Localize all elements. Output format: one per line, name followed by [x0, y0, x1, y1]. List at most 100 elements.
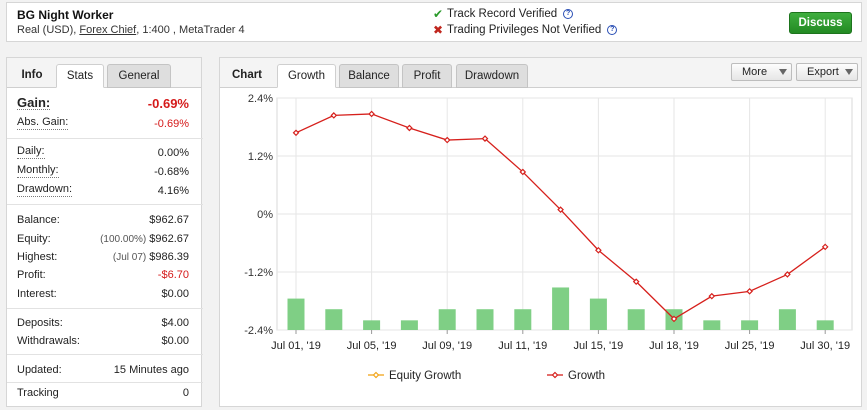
highest-value: $986.39 [149, 251, 189, 263]
volume-bar [363, 320, 381, 330]
growth-point [557, 206, 564, 213]
legend-marker [551, 371, 559, 379]
gain-value: -0.69% [147, 96, 189, 111]
abs-gain-value: -0.69% [154, 118, 189, 130]
more-label: More [742, 66, 768, 78]
caret-down-icon [845, 69, 853, 75]
daily-label: Daily: [17, 145, 45, 159]
volume-bar [703, 320, 721, 330]
export-dropdown[interactable]: Export [796, 63, 858, 81]
growth-point [708, 292, 716, 300]
balance-row: Balance: $962.67 [17, 212, 189, 228]
growth-point [368, 110, 375, 118]
tracking-value: 0 [182, 387, 189, 399]
drawdown-row: Drawdown: 4.16% [17, 183, 189, 199]
y-tick-label: -1.2% [244, 267, 273, 279]
highest-date: (Jul 07) [112, 252, 147, 263]
interest-label: Interest: [17, 288, 57, 300]
equity-value: $962.67 [149, 233, 189, 245]
growth-point [821, 243, 829, 251]
trading-privileges-status: ✖ Trading Privileges Not Verified ? [433, 23, 618, 37]
abs-gain-row: Abs. Gain: -0.69% [17, 116, 189, 132]
account-subtitle: Real (USD), Forex Chief, 1:400 , MetaTra… [17, 24, 245, 36]
y-tick-label: 2.4% [248, 93, 273, 105]
growth-point [406, 124, 413, 132]
deposits-label: Deposits: [17, 317, 63, 329]
growth-point [292, 129, 300, 137]
abs-gain-label: Abs. Gain: [17, 116, 69, 130]
x-tick-label: Jul 11, '19 [498, 340, 547, 352]
tracking-row: Tracking 0 [17, 385, 189, 401]
profit-label: Profit: [17, 269, 46, 281]
profit-value: -$6.70 [157, 269, 189, 281]
tab-growth[interactable]: Growth [277, 64, 336, 88]
legend-marker [372, 371, 380, 379]
growth-point [481, 135, 489, 142]
equity-percent: (100.00%) [100, 234, 147, 245]
chart-bars [287, 287, 834, 330]
monthly-row: Monthly: -0.68% [17, 164, 189, 180]
account-type: Real (USD), [17, 24, 77, 36]
chart-tabs: Chart Growth Balance Profit Drawdown Mor… [220, 58, 861, 88]
discuss-button[interactable]: Discuss [789, 12, 852, 34]
cross-icon: ✖ [433, 23, 444, 37]
x-tick-label: Jul 09, '19 [422, 340, 472, 352]
chart-lines [292, 110, 829, 323]
equity-label: Equity: [17, 233, 51, 245]
account-header: BG Night Worker Real (USD), Forex Chief,… [6, 2, 862, 42]
broker-link[interactable]: Forex Chief [79, 24, 137, 36]
deposits-value: $4.00 [161, 317, 189, 329]
gain-label: Gain: [17, 95, 51, 110]
gain-row: Gain: -0.69% [17, 96, 189, 112]
divider [7, 382, 203, 383]
growth-point [784, 271, 791, 278]
export-label: Export [807, 66, 839, 78]
x-tick-label: Jul 18, '19 [649, 340, 699, 352]
profit-row: Profit: -$6.70 [17, 267, 189, 283]
help-icon[interactable]: ? [607, 25, 618, 35]
balance-label: Balance: [17, 214, 60, 226]
x-tick-label: Jul 30, '19 [800, 340, 850, 352]
volume-bar [816, 320, 834, 330]
tab-drawdown[interactable]: Drawdown [456, 64, 528, 88]
growth-point [595, 246, 602, 254]
tab-stats[interactable]: Stats [56, 64, 104, 88]
growth-point [670, 315, 678, 323]
y-tick-label: 0% [257, 209, 273, 221]
more-dropdown[interactable]: More [731, 63, 792, 81]
tab-profit[interactable]: Profit [402, 64, 452, 88]
highest-label: Highest: [17, 251, 58, 263]
daily-value: 0.00% [157, 147, 189, 159]
tab-general[interactable]: General [107, 64, 171, 88]
chart-panel: Chart Growth Balance Profit Drawdown Mor… [219, 57, 862, 407]
account-name: BG Night Worker [17, 8, 114, 22]
y-tick-label: -2.4% [244, 325, 273, 337]
volume-bar [589, 298, 607, 330]
check-icon: ✔ [433, 7, 444, 21]
equity-row: Equity: (100.00%) $962.67 [17, 231, 189, 247]
y-axis-labels: 2.4% 1.2% 0% -1.2% -2.4% [244, 93, 273, 337]
x-tick-label: Jul 05, '19 [347, 340, 397, 352]
volume-bar [476, 309, 494, 330]
caret-down-icon [779, 69, 787, 75]
interest-value: $0.00 [161, 288, 189, 300]
tab-chart: Chart [231, 69, 263, 81]
updated-label: Updated: [17, 364, 62, 376]
trading-privileges-label: Trading Privileges Not Verified [447, 24, 602, 36]
tab-info: Info [21, 69, 43, 81]
leverage-platform: , 1:400 , MetaTrader 4 [136, 24, 245, 36]
divider [7, 204, 203, 205]
growth-chart: 2.4% 1.2% 0% -1.2% -2.4% Jul 01, '19 Jul 05, … [244, 93, 853, 382]
equity-value-group: (100.00%) $962.67 [100, 231, 189, 248]
highest-row: Highest: (Jul 07) $986.39 [17, 249, 189, 265]
growth-point [632, 278, 640, 286]
drawdown-value: 4.16% [157, 185, 189, 197]
volume-bar [552, 287, 570, 330]
tracking-label: Tracking [17, 387, 59, 399]
help-icon[interactable]: ? [563, 9, 574, 19]
daily-row: Daily: 0.00% [17, 145, 189, 161]
tab-balance[interactable]: Balance [339, 64, 399, 88]
volume-bar [778, 309, 796, 330]
track-record-label: Track Record Verified [447, 8, 558, 20]
drawdown-label: Drawdown: [17, 183, 73, 197]
